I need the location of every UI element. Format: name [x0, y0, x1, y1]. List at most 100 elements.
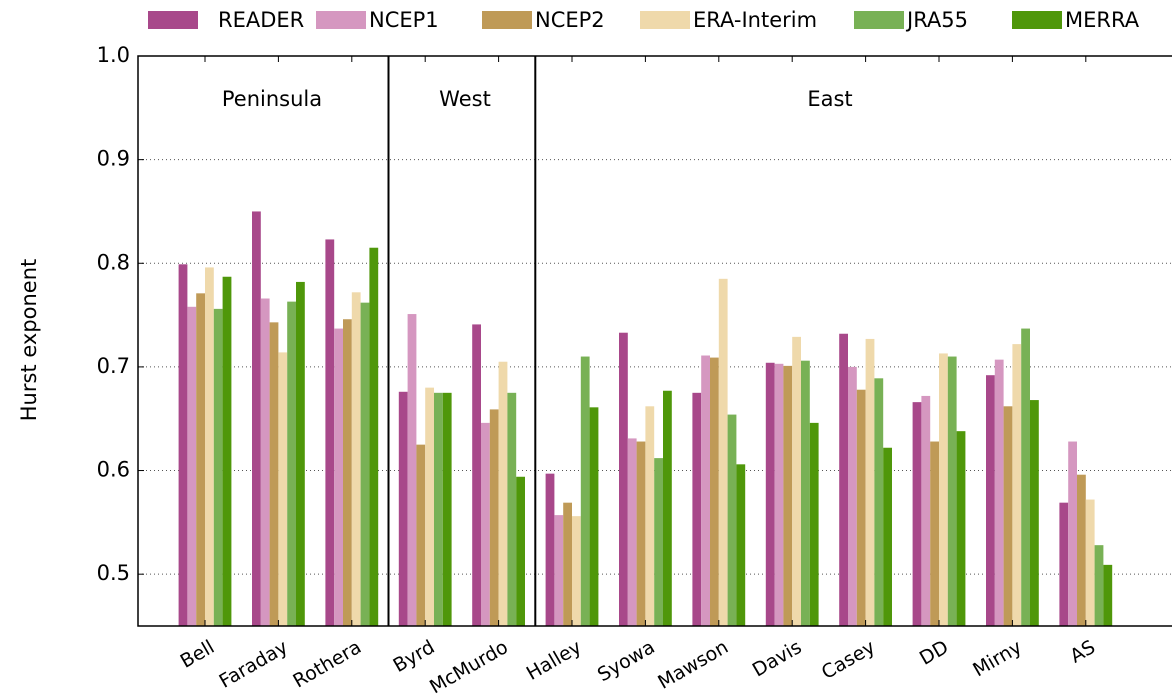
- bar: [619, 332, 628, 626]
- bar: [252, 211, 261, 627]
- bar: [296, 281, 305, 626]
- bar: [1077, 474, 1086, 626]
- bar: [369, 247, 379, 626]
- legend-label: NCEP1: [369, 8, 439, 32]
- bar: [1003, 406, 1013, 626]
- bar: [222, 276, 232, 626]
- bar: [407, 314, 417, 626]
- bar: [636, 441, 646, 626]
- bar: [912, 402, 922, 626]
- bar: [692, 392, 702, 626]
- legend-swatch: [482, 11, 532, 29]
- bar: [883, 447, 892, 626]
- bar: [710, 357, 719, 626]
- bar: [287, 301, 296, 626]
- bar: [956, 431, 966, 626]
- bar: [572, 516, 581, 626]
- x-tick-label: DD: [916, 636, 952, 670]
- bar: [986, 375, 995, 626]
- bar: [481, 422, 490, 626]
- bar: [516, 476, 525, 626]
- bar: [874, 378, 884, 626]
- region-label: West: [439, 87, 491, 111]
- bar: [196, 293, 205, 626]
- bar: [856, 389, 866, 626]
- bar: [792, 336, 801, 626]
- bar: [498, 361, 508, 626]
- bar: [442, 392, 452, 626]
- region-label: East: [807, 87, 852, 111]
- bar: [343, 319, 352, 626]
- bar: [701, 355, 710, 626]
- bar: [545, 473, 555, 626]
- bar: [627, 438, 637, 626]
- bar: [187, 306, 197, 626]
- x-tick-label: Mirny: [969, 636, 1025, 681]
- bar: [489, 409, 499, 626]
- legend-swatch: [854, 11, 904, 29]
- bar: [765, 362, 775, 626]
- x-tick-label: Rothera: [289, 636, 365, 692]
- y-tick-label: 0.8: [97, 250, 130, 274]
- legend-label: READER: [218, 8, 304, 32]
- x-tick-label: Mawson: [654, 636, 732, 694]
- bar: [921, 395, 931, 626]
- legend-swatch: [1012, 11, 1062, 29]
- bar: [360, 302, 370, 626]
- bar: [589, 407, 599, 626]
- bar: [839, 333, 848, 626]
- bar: [848, 366, 857, 626]
- x-tick-label: AS: [1066, 636, 1099, 668]
- x-tick-label: Byrd: [389, 636, 438, 677]
- x-tick-label: Casey: [818, 636, 879, 684]
- bar: [663, 390, 672, 626]
- x-tick-label: McMurdo: [426, 636, 512, 698]
- bar: [727, 414, 737, 626]
- x-tick-label: Halley: [523, 636, 585, 685]
- bar: [434, 392, 443, 626]
- bar: [1059, 502, 1069, 626]
- bar: [563, 502, 572, 626]
- bar: [278, 352, 288, 626]
- bar: [939, 353, 948, 626]
- x-tick-label: Davis: [749, 636, 806, 681]
- bar: [718, 278, 728, 626]
- y-tick-label: 0.6: [97, 458, 130, 482]
- bar: [425, 387, 434, 626]
- bar: [865, 338, 875, 626]
- bar: [1012, 344, 1022, 626]
- y-tick-label: 1.0: [97, 43, 130, 67]
- legend-label: MERRA: [1065, 8, 1140, 32]
- legend-label: ERA-Interim: [693, 8, 817, 32]
- y-tick-label: 0.7: [97, 354, 130, 378]
- axis-frame: [137, 55, 1172, 627]
- x-tick-label: Syowa: [594, 636, 659, 686]
- bar: [783, 365, 793, 626]
- legend-label: JRA55: [905, 8, 968, 32]
- bar: [351, 292, 361, 626]
- bar: [947, 356, 957, 626]
- bar: [1030, 400, 1039, 626]
- y-tick-label: 0.9: [97, 147, 130, 171]
- legend-swatch: [148, 11, 198, 29]
- bar: [398, 391, 408, 626]
- bar: [994, 359, 1004, 626]
- bar: [472, 324, 481, 626]
- bar: [654, 458, 663, 626]
- bar: [736, 464, 746, 626]
- bar: [554, 515, 564, 626]
- legend-label: NCEP2: [535, 8, 605, 32]
- legend-swatch: [316, 11, 366, 29]
- bar: [930, 441, 939, 626]
- region-label: Peninsula: [222, 87, 322, 111]
- bar: [645, 406, 655, 626]
- x-tick-label: Bell: [177, 636, 219, 673]
- x-tick-label: Faraday: [215, 636, 291, 693]
- bar: [1068, 441, 1077, 626]
- y-tick-label: 0.5: [97, 561, 130, 585]
- bar: [801, 360, 810, 626]
- bar: [269, 322, 279, 626]
- bar: [507, 392, 517, 626]
- bar: [334, 328, 343, 626]
